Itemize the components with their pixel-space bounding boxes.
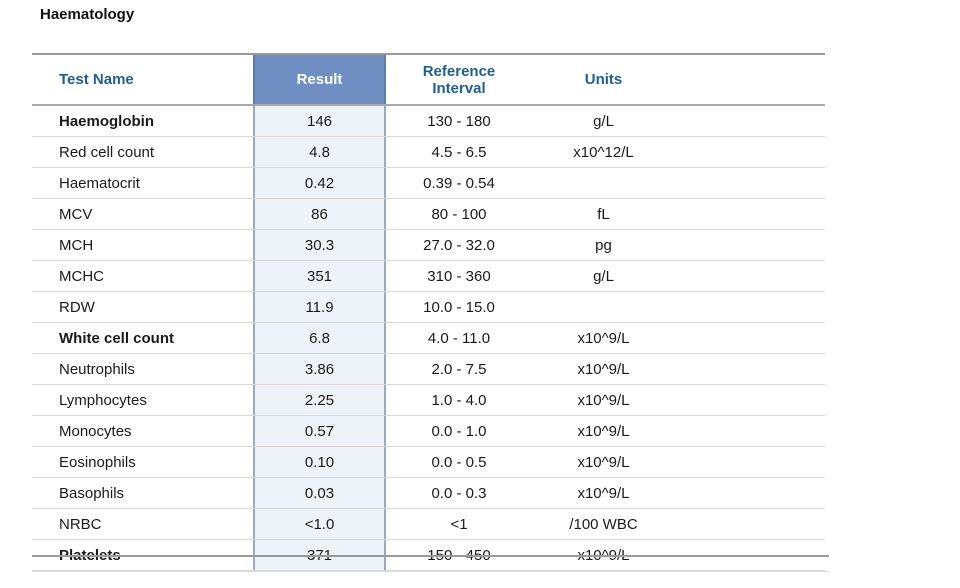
units-cell: x10^9/L [577, 422, 630, 440]
units-cell: x10^9/L [577, 453, 630, 471]
result-cell: 86 [253, 199, 386, 229]
result-cell: 6.8 [253, 323, 386, 353]
table-row: Haematocrit 0.42 0.39 - 0.54 [32, 168, 825, 199]
haematology-table: Test Name Result Reference Interval Unit… [32, 53, 825, 571]
reference-header-line1: Reference [422, 62, 496, 80]
test-name-cell: White cell count [59, 329, 175, 347]
result-cell: 11.9 [253, 292, 386, 322]
page-divider [32, 571, 829, 572]
table-bottom-rule [32, 555, 829, 557]
result-cell: 0.03 [253, 478, 386, 508]
table-row: Monocytes 0.57 0.0 - 1.0 x10^9/L [32, 416, 825, 447]
units-cell: pg [595, 236, 612, 254]
reference-interval-cell: 130 - 180 [427, 112, 491, 130]
test-name-cell: Eosinophils [59, 453, 136, 471]
units-cell: fL [597, 205, 610, 223]
result-cell: 4.8 [253, 137, 386, 167]
table-body: Haemoglobin 146 130 - 180 g/L Red cell count… [32, 106, 825, 571]
result-cell: <1.0 [253, 509, 386, 539]
section-title: Haematology [40, 6, 135, 23]
column-header-test-name: Test Name [59, 71, 134, 88]
result-cell: 0.57 [253, 416, 386, 446]
result-cell: 0.42 [253, 168, 386, 198]
result-cell: 351 [253, 261, 386, 291]
table-row: NRBC <1.0 <1/100 WBC [32, 509, 825, 540]
test-name-cell: Haematocrit [59, 174, 140, 192]
reference-interval-cell: 310 - 360 [427, 267, 491, 285]
test-name-cell: Monocytes [59, 422, 132, 440]
units-cell: x10^9/L [577, 391, 630, 409]
units-cell: g/L [593, 267, 614, 285]
test-name-cell: Red cell count [59, 143, 155, 161]
result-cell: 2.25 [253, 385, 386, 415]
reference-interval-cell: 27.0 - 32.0 [423, 236, 495, 254]
reference-interval-cell: 1.0 - 4.0 [431, 391, 487, 409]
units-cell: x10^9/L [577, 360, 630, 378]
reference-interval-cell: 2.0 - 7.5 [431, 360, 487, 378]
reference-interval-cell: 80 - 100 [431, 205, 487, 223]
table-row: Basophils 0.03 0.0 - 0.3 x10^9/L [32, 478, 825, 509]
units-cell: /100 WBC [569, 515, 638, 533]
reference-interval-cell: 0.0 - 0.5 [431, 453, 487, 471]
reference-interval-cell: 4.0 - 11.0 [427, 329, 491, 347]
table-row: Haemoglobin 146 130 - 180 g/L [32, 106, 825, 137]
result-cell: 3.86 [253, 354, 386, 384]
table-row: Neutrophils 3.86 2.0 - 7.5 x10^9/L [32, 354, 825, 385]
reference-interval-cell: 0.0 - 0.3 [431, 484, 487, 502]
test-name-cell: Lymphocytes [59, 391, 147, 409]
reference-header-line2: Interval [432, 79, 486, 97]
units-cell: x10^9/L [577, 484, 630, 502]
result-cell: 146 [253, 106, 386, 136]
table-row: RDW 11.9 10.0 - 15.0 [32, 292, 825, 323]
reference-interval-cell: 0.39 - 0.54 [423, 174, 495, 192]
table-row: White cell count 6.8 4.0 - 11.0 x10^9/L [32, 323, 825, 354]
reference-interval-cell: 10.0 - 15.0 [423, 298, 495, 316]
test-name-cell: Neutrophils [59, 360, 135, 378]
table-row: Lymphocytes 2.25 1.0 - 4.0 x10^9/L [32, 385, 825, 416]
column-header-reference-interval: Reference Interval [386, 63, 532, 97]
test-name-cell: Basophils [59, 484, 125, 502]
column-header-units: Units [584, 71, 623, 88]
units-cell: g/L [593, 112, 614, 130]
table-row: MCV 86 80 - 100 fL [32, 199, 825, 230]
result-cell: 30.3 [253, 230, 386, 260]
test-name-cell: MCH [59, 236, 94, 254]
test-name-cell: NRBC [59, 515, 102, 533]
test-name-cell: RDW [59, 298, 95, 316]
test-name-cell: MCHC [59, 267, 104, 285]
table-row: Eosinophils 0.10 0.0 - 0.5 x10^9/L [32, 447, 825, 478]
reference-interval-cell: 4.5 - 6.5 [431, 143, 487, 161]
units-cell: x10^12/L [573, 143, 634, 161]
table-header: Test Name Result Reference Interval Unit… [32, 55, 825, 106]
result-cell: 0.10 [253, 447, 386, 477]
units-cell: x10^9/L [577, 329, 630, 347]
table-row: Red cell count 4.8 4.5 - 6.5 x10^12/L [32, 137, 825, 168]
test-name-cell: Haemoglobin [59, 112, 155, 130]
test-name-cell: MCV [59, 205, 93, 223]
column-header-result: Result [253, 55, 386, 104]
reference-interval-cell: 0.0 - 1.0 [431, 422, 487, 440]
table-row: MCH 30.3 27.0 - 32.0 pg [32, 230, 825, 261]
reference-interval-cell: <1 [450, 515, 468, 533]
table-row: MCHC 351 310 - 360 g/L [32, 261, 825, 292]
